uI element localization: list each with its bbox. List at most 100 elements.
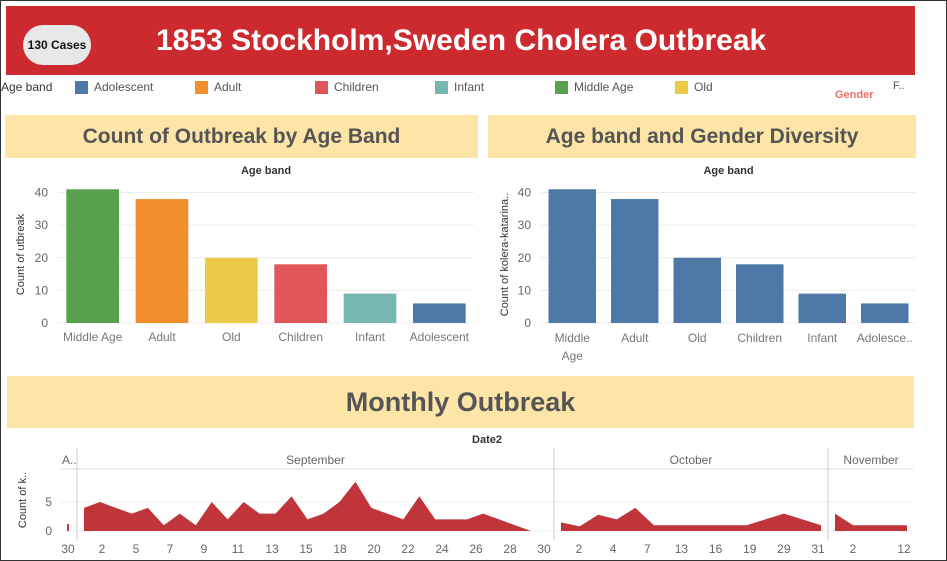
- bar-old: [204, 257, 258, 323]
- area-september: [84, 481, 547, 531]
- x-tick-label: Middle Age: [63, 330, 123, 344]
- legend-title: Age band: [1, 80, 53, 94]
- chart-header: Age band: [241, 165, 291, 177]
- bar-adolescent: [412, 303, 466, 323]
- x-tick-label: Children: [737, 331, 782, 345]
- x-tick-label: 19: [743, 542, 757, 556]
- x-tick-label: Age: [562, 349, 584, 363]
- y-tick-label: 0: [45, 524, 52, 538]
- y-tick-label: 40: [35, 186, 49, 200]
- x-tick-label: Adolesce..: [857, 331, 913, 345]
- legend-swatch: [435, 80, 448, 94]
- legend-item-adult[interactable]: Adult: [195, 80, 241, 94]
- x-tick-label: 9: [201, 542, 208, 556]
- y-tick-label: 20: [35, 251, 49, 265]
- x-tick-label: 12: [897, 542, 911, 556]
- x-tick-label: Old: [222, 330, 241, 344]
- legend-item-children[interactable]: Children: [315, 80, 379, 94]
- bar-children: [736, 264, 784, 323]
- chart-header: Age band: [703, 165, 753, 177]
- bar-infant: [343, 293, 397, 323]
- area-november: [835, 513, 907, 531]
- x-tick-label: 7: [644, 542, 651, 556]
- legend-swatch: [75, 80, 88, 94]
- x-tick-label: 24: [435, 542, 449, 556]
- age-band-legend: Age band Adolescent Adult Children Infan…: [0, 78, 947, 98]
- y-tick-label: 40: [518, 186, 532, 200]
- legend-label: Old: [694, 80, 713, 94]
- cases-badge: 130 Cases: [23, 25, 91, 65]
- legend-item-middle-age[interactable]: Middle Age: [555, 80, 633, 94]
- x-tick-label: 31: [811, 542, 825, 556]
- legend-item-old[interactable]: Old: [675, 80, 713, 94]
- x-tick-label: 5: [133, 542, 140, 556]
- y-tick-label: 30: [518, 218, 532, 232]
- x-tick-label: 26: [469, 542, 483, 556]
- x-tick-label: 15: [299, 542, 313, 556]
- area-spike-august: [67, 524, 69, 531]
- month-label: September: [286, 453, 345, 467]
- area-october: [561, 507, 821, 531]
- bar-infant: [798, 293, 846, 323]
- bar-adult: [135, 199, 189, 323]
- y-tick-label: 30: [35, 218, 49, 232]
- y-axis-label: Count of kolera-katarina..: [499, 193, 511, 317]
- x-tick-label: Adolescent: [410, 330, 470, 344]
- legend-label: Adolescent: [94, 80, 154, 94]
- x-tick-label: Children: [278, 330, 323, 344]
- x-tick-label: 4: [610, 542, 617, 556]
- x-tick-label: Old: [688, 331, 707, 345]
- x-tick-label: 18: [333, 542, 347, 556]
- y-tick-label: 10: [518, 283, 532, 297]
- y-axis-label: Count of utbreak: [15, 213, 27, 295]
- x-tick-label: Adult: [621, 331, 649, 345]
- y-axis-label: Count of k..: [17, 472, 29, 528]
- bar-middle-age: [66, 189, 120, 323]
- x-tick-label: 2: [850, 542, 857, 556]
- bar-old: [673, 257, 721, 323]
- dashboard-title: 1853 Stockholm,Sweden Cholera Outbreak: [156, 24, 767, 57]
- y-tick-label: 20: [518, 251, 532, 265]
- x-tick-label: 30: [537, 542, 551, 556]
- y-tick-label: 0: [41, 316, 48, 330]
- legend-swatch: [315, 80, 328, 94]
- legend-swatch: [555, 80, 568, 94]
- y-tick-label: 10: [35, 283, 49, 297]
- dashboard-header: 130 Cases 1853 Stockholm,Sweden Cholera …: [6, 6, 915, 75]
- bar-children: [274, 264, 328, 323]
- legend-swatch: [675, 80, 688, 94]
- age-band-panel-title: Count of Outbreak by Age Band: [5, 115, 478, 158]
- legend-item-adolescent[interactable]: Adolescent: [75, 80, 153, 94]
- legend-label: Middle Age: [574, 80, 634, 94]
- x-tick-label: 22: [401, 542, 415, 556]
- y-tick-label: 0: [524, 316, 531, 330]
- chart-header: Date2: [472, 434, 502, 446]
- x-tick-label: Infant: [355, 330, 386, 344]
- x-tick-label: 7: [167, 542, 174, 556]
- bar-adult: [611, 199, 659, 323]
- x-tick-label: Infant: [807, 331, 838, 345]
- monthly-panel-title: Monthly Outbreak: [7, 376, 914, 428]
- legend-label: Infant: [454, 80, 485, 94]
- month-label: A..: [62, 453, 77, 467]
- bar-adolesce-: [861, 303, 909, 323]
- x-tick-label: 16: [709, 542, 723, 556]
- month-label: October: [670, 453, 713, 467]
- legend-label: Children: [334, 80, 379, 94]
- month-label: November: [843, 453, 898, 467]
- x-tick-label: 11: [232, 542, 245, 556]
- bar-middle-age: [548, 189, 596, 323]
- x-tick-label: 2: [99, 542, 106, 556]
- x-tick-label: 29: [777, 542, 791, 556]
- legend-more[interactable]: F..: [893, 80, 905, 92]
- x-tick-label: Adult: [148, 330, 176, 344]
- legend-swatch: [195, 80, 208, 94]
- y-tick-label: 5: [45, 495, 52, 509]
- gender-panel-title: Age band and Gender Diversity: [488, 115, 916, 158]
- x-tick-label: Middle: [555, 331, 591, 345]
- x-tick-label: 30: [61, 542, 75, 556]
- x-tick-label: 2: [576, 542, 583, 556]
- x-tick-label: 28: [503, 542, 517, 556]
- legend-item-infant[interactable]: Infant: [435, 80, 484, 94]
